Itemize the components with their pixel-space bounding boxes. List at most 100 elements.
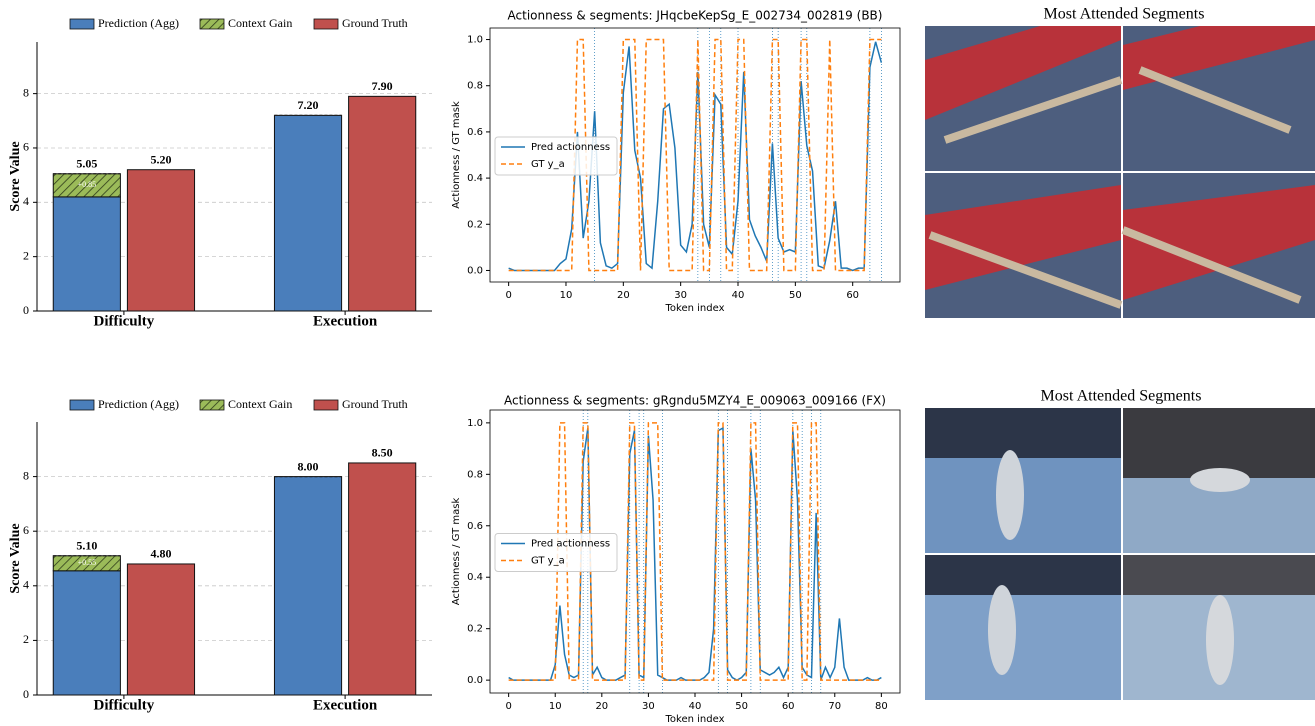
- frame-grid: [925, 26, 1315, 318]
- y-tick-label: 0.0: [467, 265, 483, 276]
- x-axis-label: Token index: [665, 714, 725, 725]
- y-tick-label: 0.8: [467, 81, 483, 92]
- frame-grid: [925, 408, 1315, 700]
- bar: [273, 476, 343, 696]
- gain-label: +0.85: [78, 180, 97, 189]
- x-tick-label: 20: [617, 290, 630, 301]
- plot-frame: [489, 27, 901, 283]
- gain-segment: [52, 555, 121, 572]
- x-tick-label: 0: [505, 701, 511, 712]
- gymnast: [988, 585, 1016, 675]
- floor-band: [1123, 26, 1315, 90]
- legend-label: Context Gain: [228, 16, 292, 30]
- total-label: 7.20: [298, 98, 319, 112]
- legend-swatch: [199, 18, 225, 30]
- gain-segment: [52, 173, 121, 198]
- legend-box: [494, 136, 618, 176]
- y-tick-label: 0.6: [467, 127, 483, 138]
- x-tick-label: 30: [642, 701, 655, 712]
- line-chart: Actionness & segments: gRgndu5MZY4_E_009…: [451, 394, 901, 725]
- legend-label: Pred actionness: [531, 142, 610, 153]
- legend-swatch: [313, 399, 339, 411]
- x-tick-label: 0: [505, 290, 511, 301]
- beam: [1138, 66, 1292, 134]
- bar: [273, 114, 343, 312]
- arena: [1123, 408, 1315, 478]
- y-axis-label: Score Value: [8, 141, 23, 211]
- arena: [1123, 555, 1315, 595]
- y-tick-label: 8: [23, 85, 29, 99]
- floor-band: [1123, 185, 1315, 300]
- beam: [928, 231, 1123, 309]
- y-tick-label: 0: [23, 303, 29, 317]
- x-tick-label: 30: [674, 290, 687, 301]
- beam: [943, 76, 1123, 144]
- y-axis-label: Actionness / GT mask: [451, 101, 462, 209]
- x-tick-label: 50: [735, 701, 748, 712]
- y-tick-label: 0.2: [467, 219, 483, 230]
- total-label: 5.05: [76, 157, 97, 171]
- bar: [52, 196, 121, 312]
- x-tick-label: Execution: [313, 697, 378, 713]
- y-axis-label: Score Value: [8, 523, 23, 593]
- y-tick-label: 4: [23, 194, 29, 208]
- y-tick-label: 8: [23, 468, 29, 482]
- legend-swatch: [69, 399, 95, 411]
- floor-band: [925, 26, 1121, 120]
- gymnast: [1206, 595, 1234, 685]
- bar-chart: 0 2 4 6 8 Score Value Difficulty +0.85 5.20 5.05 E…: [8, 16, 432, 329]
- x-tick-label: 50: [789, 290, 802, 301]
- x-tick-label: 10: [560, 290, 573, 301]
- bar: [126, 563, 196, 696]
- x-tick-label: Difficulty: [93, 697, 154, 713]
- x-tick-label: Execution: [313, 313, 378, 329]
- y-tick-label: 0: [23, 687, 29, 701]
- legend-box: [494, 533, 618, 572]
- legend-label: Prediction (Agg): [98, 16, 179, 30]
- legend-label: GT y_a: [531, 556, 565, 567]
- y-tick-label: 6: [23, 523, 29, 537]
- image-panel: Most Attended Segments: [925, 388, 1315, 700]
- legend-label: Context Gain: [228, 397, 292, 411]
- y-tick-label: 0.6: [467, 521, 483, 532]
- legend-swatch: [313, 18, 339, 30]
- bar-chart: 0 2 4 6 8 Score Value Difficulty +0.55 4.80 5.10 E…: [8, 397, 432, 713]
- y-tick-label: 0.0: [467, 675, 483, 686]
- y-tick-label: 0.4: [467, 173, 483, 184]
- bar: [126, 169, 196, 312]
- legend-label: GT y_a: [531, 159, 565, 170]
- legend-label: Pred actionness: [531, 539, 610, 550]
- arena: [925, 408, 1121, 458]
- x-tick-label: 10: [549, 701, 562, 712]
- y-tick-label: 2: [23, 248, 29, 262]
- y-tick-label: 0.2: [467, 624, 483, 635]
- x-axis-label: Token index: [665, 303, 725, 314]
- legend-swatch: [199, 399, 225, 411]
- floor-band: [925, 185, 1121, 290]
- plot-frame: [489, 409, 901, 694]
- y-tick-label: 1.0: [467, 418, 483, 429]
- bar: [52, 570, 121, 696]
- panel-title: Most Attended Segments: [1041, 388, 1202, 405]
- bar: [348, 95, 417, 312]
- x-tick-label: 80: [875, 701, 888, 712]
- y-tick-label: 4: [23, 578, 29, 592]
- x-tick-label: 70: [828, 701, 841, 712]
- series-line: [508, 38, 882, 272]
- panel-title: Most Attended Segments: [1044, 6, 1205, 23]
- value-label: 8.50: [372, 446, 393, 460]
- value-label: 4.80: [150, 547, 171, 561]
- series-line: [508, 422, 882, 681]
- legend-label: Ground Truth: [342, 397, 408, 411]
- image-panel: Most Attended Segments: [925, 6, 1315, 318]
- legend-label: Ground Truth: [342, 16, 408, 30]
- y-tick-label: 2: [23, 632, 29, 646]
- x-tick-label: 40: [732, 290, 745, 301]
- total-label: 5.10: [76, 539, 97, 553]
- line-chart: Actionness & segments: JHqcbeKepSg_E_002…: [451, 9, 901, 314]
- arena: [925, 555, 1121, 595]
- y-tick-label: 0.4: [467, 572, 483, 583]
- y-tick-label: 6: [23, 140, 29, 154]
